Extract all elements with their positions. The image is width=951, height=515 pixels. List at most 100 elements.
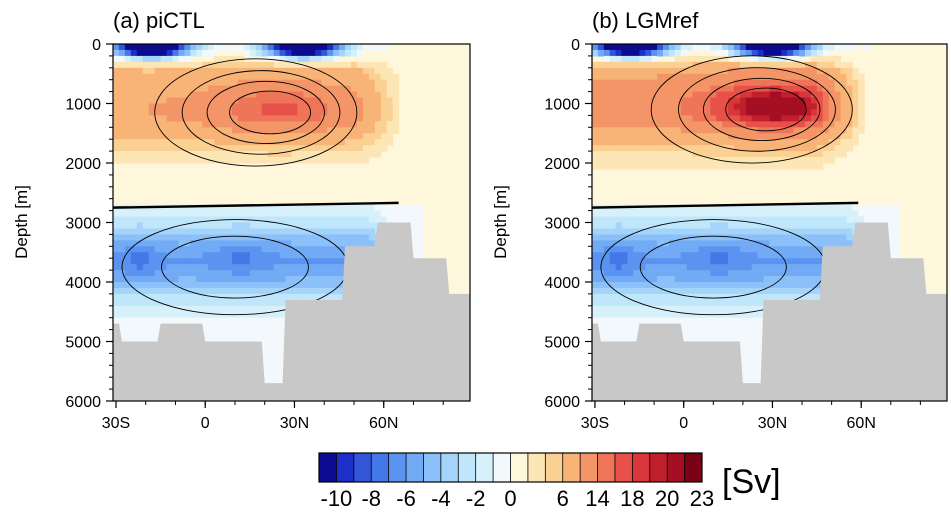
heatmap-cell bbox=[692, 311, 700, 319]
heatmap-cell bbox=[339, 49, 346, 57]
heatmap-cell bbox=[291, 91, 299, 99]
heatmap-cell bbox=[734, 73, 741, 81]
heatmap-cell bbox=[339, 204, 346, 212]
heatmap-cell bbox=[362, 151, 370, 158]
heatmap-cell bbox=[392, 85, 400, 93]
heatmap-cell bbox=[142, 287, 150, 295]
heatmap-cell bbox=[380, 216, 388, 224]
heatmap-cell bbox=[710, 264, 717, 271]
heatmap-cell bbox=[751, 151, 759, 158]
heatmap-cell bbox=[124, 151, 132, 158]
heatmap-cell bbox=[603, 234, 611, 241]
heatmap-cell bbox=[710, 234, 717, 241]
heatmap-cell bbox=[734, 264, 741, 271]
heatmap-cell bbox=[816, 264, 824, 271]
heatmap-cell bbox=[633, 335, 640, 343]
heatmap-cell bbox=[118, 145, 126, 152]
heatmap-cell bbox=[722, 299, 729, 307]
heatmap-cell bbox=[728, 109, 735, 116]
heatmap-cell bbox=[172, 234, 180, 241]
heatmap-cell bbox=[751, 234, 759, 241]
heatmap-cell bbox=[315, 246, 322, 253]
heatmap-cell bbox=[745, 329, 753, 337]
heatmap-cell bbox=[651, 311, 658, 319]
heatmap-cell bbox=[118, 317, 126, 325]
heatmap-cell bbox=[816, 282, 824, 289]
heatmap-cell bbox=[184, 91, 191, 99]
heatmap-cell bbox=[799, 264, 806, 271]
heatmap-cell bbox=[190, 103, 197, 111]
heatmap-cell bbox=[781, 109, 788, 116]
heatmap-cell bbox=[291, 276, 299, 283]
heatmap-cell bbox=[745, 133, 753, 140]
heatmap-cell bbox=[668, 145, 676, 152]
heatmap-cell bbox=[615, 234, 623, 241]
heatmap-cell bbox=[118, 323, 126, 331]
heatmap-cell bbox=[728, 157, 735, 164]
heatmap-cell bbox=[214, 317, 221, 325]
heatmap-cell bbox=[166, 55, 174, 63]
heatmap-cell bbox=[734, 228, 741, 235]
heatmap-cell bbox=[775, 139, 782, 146]
heatmap-cell bbox=[805, 204, 812, 212]
heatmap-cell bbox=[674, 79, 682, 87]
heatmap-cell bbox=[805, 145, 812, 152]
heatmap-cell bbox=[728, 246, 735, 253]
heatmap-cell bbox=[160, 246, 168, 253]
heatmap-cell bbox=[184, 55, 191, 63]
heatmap-cell bbox=[148, 228, 156, 235]
heatmap-cell bbox=[190, 44, 197, 51]
heatmap-cell bbox=[362, 97, 370, 105]
heatmap-cell bbox=[214, 55, 221, 63]
heatmap-cell bbox=[327, 44, 334, 51]
heatmap-cell bbox=[362, 127, 370, 134]
heatmap-cell bbox=[339, 139, 346, 146]
heatmap-cell bbox=[597, 222, 605, 230]
heatmap-cell bbox=[166, 73, 174, 81]
heatmap-cell bbox=[255, 240, 263, 247]
heatmap-cell bbox=[154, 133, 162, 140]
heatmap-cell bbox=[267, 299, 275, 307]
heatmap-cell bbox=[279, 73, 287, 81]
heatmap-cell bbox=[627, 258, 635, 265]
heatmap-cell bbox=[333, 204, 340, 212]
heatmap-cell bbox=[663, 252, 670, 259]
heatmap-cell bbox=[386, 97, 394, 105]
heatmap-cell bbox=[220, 311, 227, 319]
heatmap-cell bbox=[368, 127, 376, 134]
heatmap-cell bbox=[154, 139, 162, 146]
heatmap-cell bbox=[309, 228, 316, 235]
heatmap-cell bbox=[226, 246, 233, 253]
heatmap-cell bbox=[734, 335, 741, 343]
heatmap-cell bbox=[142, 157, 150, 164]
heatmap-cell bbox=[692, 210, 700, 218]
heatmap-cell bbox=[769, 216, 777, 224]
heatmap-cell bbox=[592, 67, 599, 75]
heatmap-cell bbox=[148, 73, 156, 81]
heatmap-cell bbox=[668, 103, 676, 111]
heatmap-cell bbox=[351, 216, 358, 224]
heatmap-cell bbox=[362, 91, 370, 99]
heatmap-cell bbox=[202, 67, 209, 75]
heatmap-cell bbox=[775, 103, 782, 111]
heatmap-cell bbox=[734, 139, 741, 146]
heatmap-cell bbox=[680, 293, 688, 301]
heatmap-cell bbox=[113, 145, 120, 152]
heatmap-cell bbox=[285, 228, 293, 235]
heatmap-cell bbox=[321, 145, 328, 152]
heatmap-cell bbox=[816, 234, 824, 241]
heatmap-cell bbox=[840, 109, 848, 116]
heatmap-cell bbox=[142, 317, 150, 325]
heatmap-cell bbox=[267, 234, 275, 241]
heatmap-cell bbox=[279, 282, 287, 289]
heatmap-cell bbox=[291, 73, 299, 81]
heatmap-cell bbox=[327, 216, 334, 224]
heatmap-cell bbox=[657, 115, 664, 122]
heatmap-cell bbox=[124, 299, 132, 307]
heatmap-cell bbox=[232, 264, 239, 271]
heatmap-cell bbox=[118, 121, 126, 128]
heatmap-cell bbox=[692, 139, 700, 146]
heatmap-cell bbox=[698, 335, 706, 343]
heatmap-cell bbox=[327, 157, 334, 164]
heatmap-cell bbox=[178, 264, 185, 271]
